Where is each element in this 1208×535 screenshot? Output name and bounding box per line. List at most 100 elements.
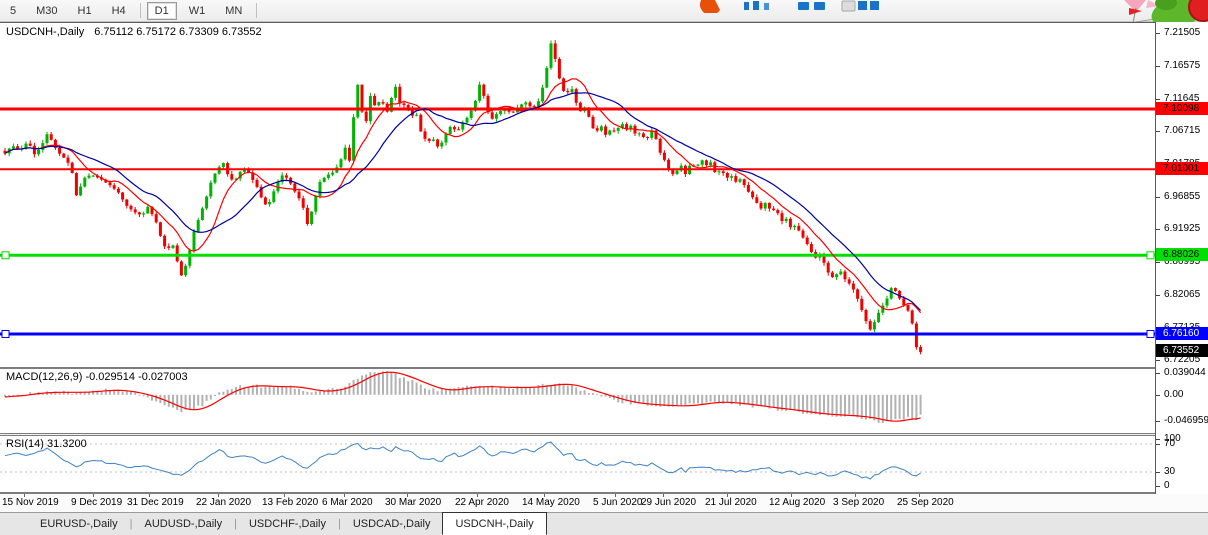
date-label: 5 Jun 2020 [593, 497, 643, 508]
scale-tick-mark [1156, 444, 1160, 445]
price-chart-panel[interactable] [0, 22, 1208, 367]
line-anchor-marker[interactable] [1, 330, 10, 338]
scale-tick-mark [1156, 33, 1160, 35]
scale-tick-mark [1156, 394, 1160, 396]
timeframe-button-mn[interactable]: MN [225, 4, 243, 17]
time-tick-mark [855, 494, 856, 497]
time-tick-mark [218, 494, 219, 497]
toolbar-separator [139, 3, 141, 18]
timeframe-toolbar: 5 M30 H1 H4 D1 W1 MN [0, 0, 1208, 22]
rsi-tick-label: 100 [1164, 433, 1181, 444]
timeframe-button-w1[interactable]: W1 [188, 4, 206, 17]
scale-tick-mark [1156, 421, 1160, 422]
scale-tick-mark [1156, 439, 1160, 440]
scale-tick-mark [1156, 131, 1160, 133]
timeframe-button-m30[interactable]: M30 [36, 4, 58, 17]
toolbar-separator [256, 3, 258, 18]
price-level-label-6-88026: 6.88026 [1156, 248, 1208, 262]
date-label: 6 Mar 2020 [322, 497, 373, 508]
line-anchor-marker[interactable] [1, 251, 10, 260]
chart-tab-usdcad-daily[interactable]: USDCAD-,Daily [352, 518, 431, 530]
chart-title: USDCNH-,Daily 6.75112 6.75172 6.73309 6.7… [6, 26, 262, 38]
price-tick-label: 7.06715 [1164, 125, 1201, 137]
tab-separator: | [234, 518, 237, 530]
timeframe-button-h4[interactable]: H4 [111, 4, 126, 17]
scale-tick-mark [1156, 373, 1160, 374]
price-tick-label: 6.82065 [1164, 288, 1201, 300]
price-tick-label: 6.72205 [1164, 354, 1201, 366]
date-label: 31 Dec 2019 [127, 497, 184, 508]
time-tick-mark [344, 494, 345, 497]
time-tick-mark [663, 494, 664, 497]
timeframe-button-5[interactable]: 5 [10, 4, 17, 17]
macd-indicator-panel[interactable] [0, 369, 1208, 433]
chart-symbol-period: USDCNH-,Daily [6, 26, 85, 38]
time-tick-mark [284, 494, 285, 497]
candlestick-chart[interactable] [0, 22, 1156, 367]
time-tick-mark [477, 494, 478, 497]
date-label: 21 Jul 2020 [705, 497, 757, 508]
price-tick-label: 7.16575 [1164, 60, 1201, 72]
scale-tick-mark [1156, 472, 1160, 473]
time-tick-mark [407, 494, 408, 497]
time-tick-mark [919, 494, 920, 497]
time-tick-mark [791, 494, 792, 497]
scale-tick-mark [1156, 262, 1160, 264]
tab-separator: | [129, 518, 133, 530]
time-tick-mark [24, 494, 25, 497]
panel-separator[interactable] [0, 433, 1208, 436]
time-tick-mark [149, 494, 150, 497]
scale-tick-mark [1156, 196, 1160, 198]
date-label: 30 Mar 2020 [385, 497, 442, 508]
date-label: 22 Apr 2020 [455, 497, 509, 508]
rsi-tick-label: 70 [1164, 438, 1176, 449]
time-tick-mark [727, 494, 728, 497]
rsi-indicator-label: RSI(14) 31.3200 [6, 438, 87, 450]
line-anchor-marker[interactable] [1146, 251, 1155, 260]
chart-tab-audusd-daily[interactable]: AUDUSD-,Daily [144, 518, 223, 530]
price-tick-label: 7.11645 [1164, 92, 1200, 104]
date-label: 22 Jan 2020 [196, 497, 252, 508]
price-level-label-6-76160: 6.76160 [1156, 327, 1208, 340]
scale-tick-mark [1156, 98, 1160, 100]
macd-tick-label: 0.039044 [1164, 367, 1206, 378]
panel-separator[interactable] [0, 492, 1208, 494]
rsi-tick-label: 0 [1164, 480, 1170, 491]
chart-tab-eurusd-daily[interactable]: EURUSD-,Daily [40, 518, 118, 530]
date-label: 15 Nov 2019 [2, 497, 59, 508]
price-tick-label: 7.21505 [1164, 27, 1201, 39]
price-tick-label: 6.91925 [1164, 223, 1201, 235]
price-scale-border [1155, 22, 1156, 494]
time-tick-mark [544, 494, 545, 497]
price-tick-label: 6.96855 [1164, 190, 1201, 202]
macd-tick-label: -0.046959 [1164, 415, 1208, 426]
chart-tab-usdcnh-daily[interactable]: USDCNH-,Daily [442, 512, 547, 535]
date-label: 14 May 2020 [522, 497, 580, 508]
rsi-tick-label: 30 [1164, 466, 1176, 477]
scale-tick-mark [1156, 486, 1160, 487]
price-scale[interactable]: 7.215057.165757.116457.067157.017856.968… [1156, 22, 1208, 494]
time-tick-mark [615, 494, 616, 497]
time-tick-mark [93, 494, 94, 497]
chart-tab-bar: EURUSD-,Daily | AUDUSD-,Daily | USDCHF-,Dail… [0, 512, 1208, 535]
time-axis[interactable]: 15 Nov 2019 9 Dec 2019 31 Dec 2019 22 Jan 2… [0, 494, 1208, 512]
price-level-label-7-10098: 7.10098 [1156, 102, 1208, 115]
scale-tick-mark [1156, 229, 1160, 231]
date-label: 3 Sep 2020 [833, 497, 885, 508]
date-label: 25 Sep 2020 [897, 497, 954, 508]
price-tick-label: 6.86995 [1164, 256, 1201, 268]
macd-chart[interactable] [0, 369, 1156, 433]
scale-tick-mark [1156, 360, 1160, 362]
timeframe-button-h1[interactable]: H1 [77, 4, 92, 17]
date-label: 12 Aug 2020 [769, 497, 826, 508]
chart-tab-usdchf-daily[interactable]: USDCHF-,Daily [248, 518, 326, 530]
panel-separator[interactable] [0, 367, 1208, 369]
date-label: 13 Feb 2020 [262, 497, 319, 508]
date-label: 9 Dec 2019 [71, 497, 123, 508]
timeframe-button-d1[interactable]: D1 [146, 1, 177, 20]
tab-separator: | [337, 518, 341, 530]
line-anchor-marker[interactable] [1146, 330, 1155, 338]
rsi-chart[interactable] [0, 436, 1156, 492]
current-price-label: 6.73552 [1156, 344, 1208, 358]
